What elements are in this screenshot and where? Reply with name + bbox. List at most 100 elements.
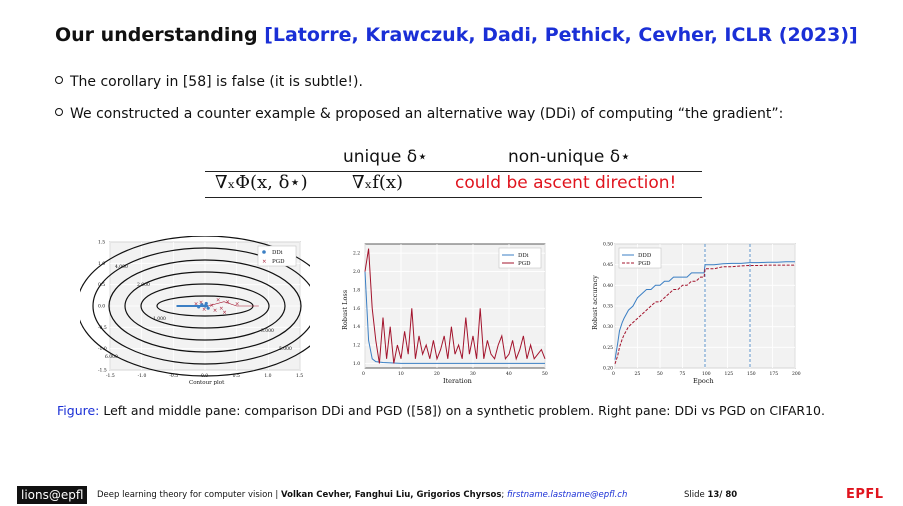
x-tick-label: -1.5 [106, 373, 115, 379]
pgd-point: × [199, 300, 204, 306]
y-tick-label: 0.0 [98, 304, 105, 310]
y-tick-label: 2.2 [353, 251, 360, 257]
bullet-marker-icon [55, 108, 63, 116]
y-tick-label: 0.45 [603, 262, 613, 268]
y-tick-label: 1.6 [353, 306, 360, 312]
table-row-nonunique: could be ascent direction! [455, 173, 677, 193]
contour-label: 4.000 [115, 264, 128, 270]
caption-text: Left and middle pane: comparison DDi and… [103, 403, 825, 418]
footer-text: Deep learning theory for computer vision… [97, 490, 627, 500]
footer-authors: Volkan Cevher, Fanghui Liu, Grigorios Ch… [280, 490, 502, 500]
contour-label: 6.000 [105, 354, 118, 360]
caption-label: Figure: [57, 403, 100, 418]
y-tick-label: 1.0 [98, 261, 105, 267]
pgd-path [208, 301, 259, 307]
x-axis-label: Epoch [693, 377, 714, 385]
y-tick-label: 0.25 [603, 345, 613, 351]
x-tick-label: 0 [362, 371, 365, 377]
footer-course: Deep learning theory for computer vision… [97, 490, 281, 500]
x-tick-label: 1.0 [264, 373, 271, 379]
robust-accuracy-chart: 0 25 50 75 100 125 150 175 200 0.50 0.45 0.40 0.35 0.… [591, 242, 801, 386]
footer-sep: ; [501, 490, 507, 500]
legend-label: DDi [518, 253, 529, 259]
y-tick-label: 1.4 [353, 324, 360, 330]
x-tick-label: 10 [398, 371, 404, 377]
x-tick-label: 20 [434, 371, 440, 377]
slide-current: 13 [707, 490, 720, 500]
y-tick-label: 0.5 [98, 282, 105, 288]
x-tick-label: 0.5 [233, 373, 240, 379]
bullet-item: We constructed a counter example & propo… [55, 106, 783, 122]
legend-label: PGD [638, 261, 651, 267]
x-tick-label: 125 [725, 371, 734, 377]
slide-title: Our understanding [Latorre, Krawczuk, Da… [55, 24, 858, 46]
figure-caption: Figure: Left and middle pane: comparison… [57, 403, 825, 418]
y-tick-label: 1.8 [353, 287, 360, 293]
x-tick-label: 40 [506, 371, 512, 377]
x-tick-label: 1.5 [296, 373, 303, 379]
slide-total: / 80 [719, 490, 738, 500]
y-tick-label: 0.40 [603, 283, 613, 289]
legend-label: DDD [638, 253, 652, 259]
x-tick-label: 25 [635, 371, 641, 377]
series-line-ddd [614, 261, 795, 360]
legend-box [257, 245, 297, 267]
lions-logo: lions@epfl [17, 486, 88, 504]
table-header-nonunique: non-unique δ⋆ [508, 147, 631, 167]
y-tick-label: 0.35 [603, 304, 613, 310]
legend-ddi-label: DDi [272, 250, 283, 256]
legend-pgd-label: PGD [272, 259, 285, 265]
contour-line [80, 236, 310, 377]
legend-ddi-marker [262, 250, 266, 254]
x-tick-label: 0.0 [201, 373, 208, 379]
legend-label: PGD [518, 261, 531, 267]
y-tick-label: 1.2 [353, 343, 360, 349]
bullet-text: The corollary in [58] is false (it is su… [70, 74, 363, 90]
pgd-point: × [210, 303, 215, 309]
x-tick-label: 50 [657, 371, 663, 377]
pgd-point: × [225, 300, 230, 306]
contour-label: 5.000 [279, 346, 292, 352]
y-tick-label: -0.5 [98, 325, 107, 331]
ddi-point [204, 301, 208, 306]
table-rule [205, 171, 702, 172]
x-tick-label: -1.0 [138, 373, 147, 379]
contour-label: 3.000 [261, 328, 274, 334]
bullet-text: We constructed a counter example & propo… [70, 106, 784, 122]
x-tick-label: 30 [470, 371, 476, 377]
y-tick-label: 2.0 [353, 269, 360, 275]
y-tick-label: 0.30 [603, 324, 613, 330]
series-line-pgd [364, 248, 546, 364]
x-tick-label: 100 [702, 371, 711, 377]
slide-label: Slide [684, 490, 708, 500]
x-tick-label: 150 [747, 371, 756, 377]
footer-email[interactable]: firstname.lastname@epfl.ch [507, 490, 628, 500]
table-header-unique: unique δ⋆ [343, 147, 428, 167]
pgd-point: × [213, 308, 218, 314]
x-tick-label: 175 [770, 371, 779, 377]
contour-line [108, 259, 302, 353]
slide-number: Slide 13/ 80 [684, 490, 737, 500]
x-tick-label: 200 [792, 371, 801, 377]
pgd-point: × [194, 302, 199, 308]
title-citation: [Latorre, Krawczuk, Dadi, Pethick, Cevhe… [264, 24, 858, 46]
y-axis-label: Robust Loss [341, 290, 349, 330]
pgd-point: × [222, 310, 227, 316]
y-tick-label: 1.0 [353, 361, 360, 367]
table-row-lhs: ∇ₓΦ(x, δ⋆) [215, 172, 308, 193]
y-axis-label: Robust accuracy [591, 275, 599, 330]
contour-label: 2.000 [137, 282, 150, 288]
bullet-item: The corollary in [58] is false (it is su… [55, 74, 363, 90]
x-axis-label: Contour plot [189, 380, 225, 386]
y-tick-label: 1.5 [98, 240, 105, 246]
y-tick-label: 0.50 [603, 242, 613, 248]
x-tick-label: 75 [680, 371, 686, 377]
pgd-point: × [216, 297, 221, 303]
bullet-marker-icon [55, 76, 63, 84]
legend-pgd-marker: × [262, 259, 267, 265]
epfl-logo: EPFL [846, 487, 884, 502]
x-axis-label: Iteration [443, 377, 472, 385]
contour-line [140, 283, 270, 329]
series-line-pgd [614, 264, 795, 365]
